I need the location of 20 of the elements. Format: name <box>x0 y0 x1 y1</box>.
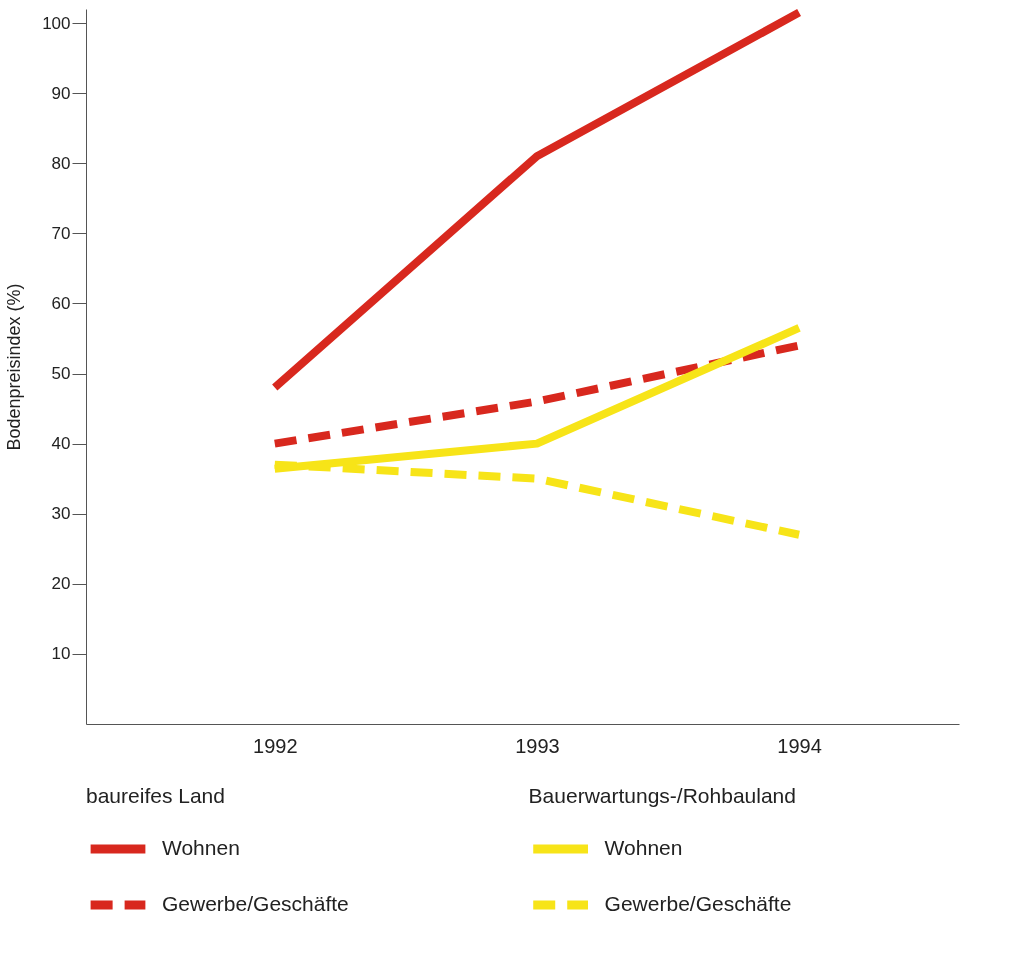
y-tick-label: 100 <box>42 13 71 33</box>
text: baureifes Land <box>86 784 225 807</box>
y-tick-label: 80 <box>51 153 71 173</box>
x-tick-label: 1994 <box>777 734 822 757</box>
x-tick-label: 1992 <box>253 734 298 757</box>
legend-label: Gewerbe/Geschäfte <box>162 892 349 915</box>
y-tick-label: 40 <box>51 434 71 454</box>
y-tick-label: 30 <box>51 504 71 524</box>
legend-label: Wohnen <box>604 836 683 859</box>
x-tick-label: 1993 <box>515 734 560 757</box>
y-tick-label: 50 <box>51 364 71 384</box>
y-tick-label: 60 <box>51 293 71 313</box>
y-tick-label: 70 <box>51 223 71 243</box>
text: Bauerwartungs-/Rohbauland <box>528 784 796 807</box>
legend-label: Wohnen <box>162 836 240 859</box>
legend-label: Gewerbe/Geschäfte <box>604 892 792 915</box>
y-axis-title: Bodenpreisindex (%) <box>4 283 25 451</box>
y-tick-label: 10 <box>51 644 71 664</box>
y-tick-label: 20 <box>51 574 71 594</box>
y-tick-label: 90 <box>51 83 71 103</box>
